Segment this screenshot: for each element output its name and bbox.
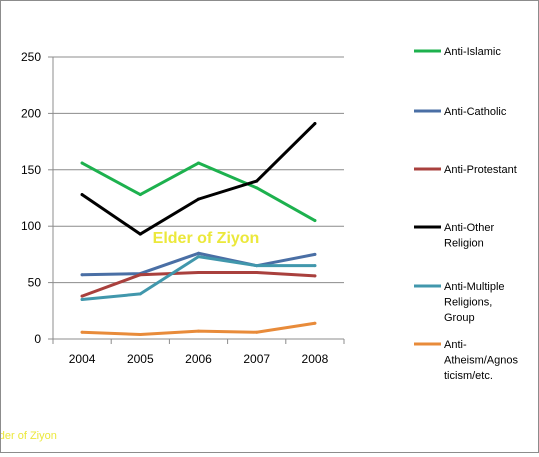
data-point bbox=[80, 193, 84, 197]
y-tick-label: 50 bbox=[28, 276, 42, 290]
series-line bbox=[80, 255, 317, 302]
x-tick-label: 2005 bbox=[127, 352, 154, 366]
data-point bbox=[255, 186, 259, 190]
gridlines bbox=[53, 56, 344, 284]
series-line bbox=[80, 122, 317, 236]
legend-label: Anti-Atheism/Agnos ticism/etc. bbox=[444, 339, 518, 382]
data-point bbox=[80, 161, 84, 165]
y-tick-label: 0 bbox=[34, 332, 41, 346]
data-point bbox=[313, 274, 317, 278]
watermark-center: Elder of Ziyon bbox=[153, 230, 260, 247]
data-point bbox=[197, 251, 200, 255]
y-tick-label: 100 bbox=[21, 219, 41, 233]
x-tick-label: 2007 bbox=[243, 352, 270, 366]
data-point bbox=[255, 179, 259, 183]
series-line bbox=[80, 270, 317, 298]
data-point bbox=[80, 273, 84, 277]
data-point bbox=[197, 270, 200, 274]
data-point bbox=[138, 332, 142, 336]
data-point bbox=[313, 264, 317, 268]
axes bbox=[48, 56, 345, 344]
legend-label: Anti-Other Religion bbox=[444, 222, 494, 250]
legend-label: Anti-Islamic bbox=[444, 46, 501, 58]
legend-label: Anti-Protestant bbox=[444, 164, 517, 176]
legend: Anti-Islamic Anti-Catholic Anti-Protestant… bbox=[414, 46, 518, 382]
data-point bbox=[80, 294, 84, 298]
legend-label: Anti-Multiple Religions, Group bbox=[444, 281, 505, 324]
data-point bbox=[80, 330, 84, 334]
y-tick-label: 200 bbox=[21, 106, 41, 120]
data-point bbox=[255, 264, 259, 268]
series-lines bbox=[80, 122, 317, 336]
data-point bbox=[197, 197, 200, 201]
watermark-corner: Elder of Ziyon bbox=[1, 430, 57, 442]
data-point bbox=[138, 193, 142, 197]
data-point bbox=[138, 232, 142, 236]
x-tick-label: 2006 bbox=[185, 352, 212, 366]
data-point bbox=[313, 219, 317, 223]
y-tick-label: 250 bbox=[21, 50, 41, 64]
series-line bbox=[80, 161, 317, 223]
data-point bbox=[197, 161, 200, 165]
data-point bbox=[197, 255, 200, 259]
x-tick-label: 2004 bbox=[69, 352, 96, 366]
data-point bbox=[138, 292, 142, 296]
data-point bbox=[313, 122, 317, 126]
legend-label: Anti-Catholic bbox=[444, 106, 507, 118]
y-tick-label: 150 bbox=[21, 163, 41, 177]
data-point bbox=[138, 273, 142, 277]
data-point bbox=[197, 329, 200, 333]
data-point bbox=[255, 330, 259, 334]
y-tick-labels: 0 50 100 150 200 250 bbox=[21, 50, 41, 346]
data-point bbox=[313, 321, 317, 325]
data-point bbox=[80, 298, 84, 302]
x-tick-labels: 2004 2005 2006 2007 2008 bbox=[69, 352, 329, 366]
series-line bbox=[80, 321, 317, 336]
data-point bbox=[313, 252, 317, 256]
x-tick-label: 2008 bbox=[302, 352, 329, 366]
data-point bbox=[255, 270, 259, 274]
